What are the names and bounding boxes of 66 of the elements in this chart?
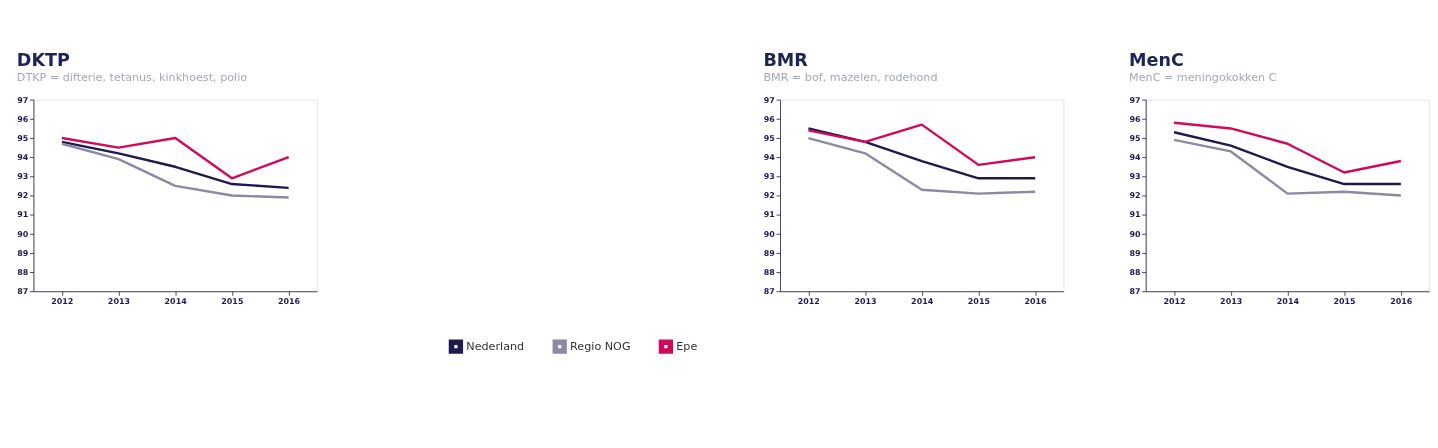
x-tick-label: 2015 xyxy=(1333,296,1356,306)
chart-title: DKTP xyxy=(16,50,70,71)
y-tick-label: 94 xyxy=(1129,152,1142,162)
x-tick-label: 2015 xyxy=(221,296,244,306)
y-tick-label: 93 xyxy=(763,172,775,182)
y-tick-label: 93 xyxy=(1129,172,1141,182)
y-tick-label: 97 xyxy=(763,95,775,105)
x-tick-label: 2015 xyxy=(967,296,990,306)
line-series xyxy=(60,136,290,180)
legend-label: Nederland xyxy=(466,339,525,353)
y-tick-label: 91 xyxy=(17,210,29,220)
y-tick-label: 88 xyxy=(763,267,776,277)
x-tick-label: 2016 xyxy=(1024,296,1048,306)
y-tick-label: 97 xyxy=(17,95,29,105)
line-series xyxy=(807,136,1037,195)
line-series xyxy=(807,127,1037,180)
line-series xyxy=(1172,131,1403,186)
line-series xyxy=(60,142,290,199)
x-tick-label: 2013 xyxy=(854,296,877,306)
y-tick-label: 91 xyxy=(1129,210,1141,220)
y-tick-label: 94 xyxy=(763,152,776,162)
line-series xyxy=(60,140,290,190)
y-tick-label: 92 xyxy=(1129,191,1141,201)
y-tick-label: 90 xyxy=(1129,229,1142,239)
line-series xyxy=(1172,121,1403,174)
y-tick-label: 91 xyxy=(763,210,775,220)
x-tick-label: 2013 xyxy=(1220,296,1243,306)
legend-label: Epe xyxy=(676,339,698,353)
y-tick-label: 87 xyxy=(17,287,29,297)
y-tick-label: 89 xyxy=(763,248,776,258)
chart-title: BMR xyxy=(763,50,809,71)
y-tick-label: 92 xyxy=(17,191,29,201)
y-tick-label: 95 xyxy=(763,133,775,143)
x-tick-label: 2016 xyxy=(277,296,301,306)
y-tick-label: 89 xyxy=(17,248,29,258)
y-tick-label: 96 xyxy=(17,114,29,124)
y-tick-label: 87 xyxy=(763,287,775,297)
x-tick-label: 2016 xyxy=(1390,296,1413,306)
y-tick-label: 92 xyxy=(763,191,775,201)
chart-title: MenC xyxy=(1129,50,1184,71)
y-tick-label: 96 xyxy=(1129,114,1142,124)
y-tick-label: 88 xyxy=(1129,267,1142,277)
x-tick-label: 2014 xyxy=(911,296,934,306)
y-tick-label: 94 xyxy=(17,152,29,162)
x-tick-label: 2014 xyxy=(1276,296,1300,306)
y-tick-label: 90 xyxy=(763,229,776,239)
y-tick-label: 90 xyxy=(17,229,29,239)
y-tick-label: 87 xyxy=(1129,287,1141,297)
y-tick-label: 93 xyxy=(17,172,29,182)
x-tick-label: 2012 xyxy=(51,296,74,306)
y-tick-label: 89 xyxy=(1129,248,1142,258)
line-series xyxy=(1172,138,1403,197)
y-tick-label: 95 xyxy=(17,133,29,143)
y-tick-label: 96 xyxy=(763,114,776,124)
legend-label: Regio NOG xyxy=(570,339,631,353)
line-series xyxy=(807,123,1037,167)
y-tick-label: 88 xyxy=(17,267,29,277)
x-tick-label: 2014 xyxy=(164,296,188,306)
chart-subtitle: DTKP = difterie, tetanus, kinkhoest, polio xyxy=(16,71,248,85)
y-tick-label: 97 xyxy=(1129,95,1141,105)
x-tick-label: 2012 xyxy=(797,296,820,306)
chart-subtitle: BMR = bof, mazelen, rodehond xyxy=(763,71,938,85)
chart-subtitle: MenC = meningokokken C xyxy=(1129,71,1277,85)
x-tick-label: 2013 xyxy=(107,296,131,306)
x-tick-label: 2012 xyxy=(1163,296,1186,306)
y-tick-label: 95 xyxy=(1129,133,1141,143)
